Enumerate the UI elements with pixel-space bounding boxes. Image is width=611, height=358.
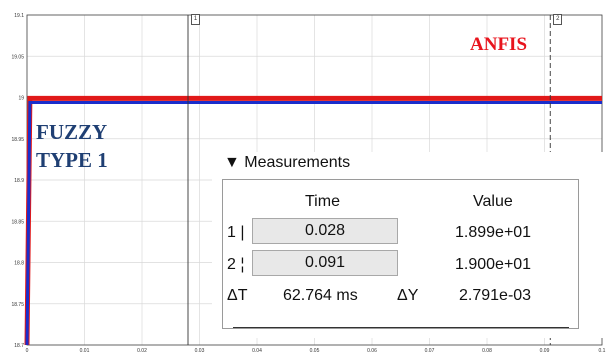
measurements-table: Time Value 1 | 0.028 1.899e+01 2 ¦ 0.091… bbox=[222, 179, 579, 329]
x-tick-label: 0.02 bbox=[137, 348, 147, 354]
delta-t-label: ΔT bbox=[227, 287, 248, 304]
y-tick-label: 18.7 bbox=[14, 343, 24, 349]
x-tick-label: 0.05 bbox=[310, 348, 320, 354]
x-tick-label: 0.04 bbox=[252, 348, 262, 354]
anfis-annotation: ANFIS bbox=[470, 34, 528, 55]
cursor-2-value: 1.900e+01 bbox=[455, 256, 532, 273]
series-lines bbox=[24, 95, 602, 346]
measurements-panel: ▼ Measurements Time Value 1 | 0.028 1.89… bbox=[212, 152, 610, 338]
cursor-1-time-field[interactable]: 0.028 bbox=[252, 218, 398, 244]
value-column-header: Value bbox=[473, 193, 513, 210]
cursor-2-time-field[interactable]: 0.091 bbox=[252, 250, 398, 276]
y-tick-label: 18.85 bbox=[11, 219, 24, 225]
fuzzy-annotation-line2: TYPE 1 bbox=[36, 148, 108, 172]
cursor-2-tag[interactable]: 2 bbox=[553, 14, 563, 25]
time-column-header: Time bbox=[305, 193, 340, 210]
measurements-header[interactable]: ▼ Measurements bbox=[224, 154, 351, 171]
x-tick-label: 0.01 bbox=[80, 348, 90, 354]
fuzzy-type1-annotation: FUZZY TYPE 1 bbox=[36, 118, 108, 174]
delta-y-value: 2.791e-03 bbox=[459, 287, 532, 304]
y-tick-label: 18.9 bbox=[14, 178, 24, 184]
y-tick-label: 19 bbox=[18, 96, 24, 102]
x-tick-label: 0.03 bbox=[195, 348, 205, 354]
delta-y-label: ΔY bbox=[397, 287, 419, 304]
y-tick-label: 18.95 bbox=[11, 137, 24, 143]
x-tick-label: 0 bbox=[26, 348, 29, 354]
x-tick-label: 0.08 bbox=[482, 348, 492, 354]
tick-labels: 0 0.01 0.02 0.03 0.04 0.05 0.06 0.07 0.08 0.09 0.1… bbox=[11, 13, 605, 354]
x-tick-label: 0.06 bbox=[367, 348, 377, 354]
delta-t-value: 62.764 ms bbox=[283, 287, 358, 304]
measurements-divider bbox=[233, 327, 569, 328]
x-tick-label: 0.09 bbox=[540, 348, 550, 354]
cursor-2-row-label: 2 ¦ bbox=[227, 256, 245, 273]
cursor-1-value: 1.899e+01 bbox=[455, 224, 532, 241]
y-tick-label: 19.05 bbox=[11, 54, 24, 60]
fuzzy-annotation-line1: FUZZY bbox=[36, 120, 108, 144]
series-line-fuzzy-type-1 bbox=[25, 100, 602, 346]
y-tick-label: 18.8 bbox=[14, 261, 24, 267]
x-tick-label: 0.07 bbox=[425, 348, 435, 354]
y-tick-label: 19.1 bbox=[14, 13, 24, 19]
cursor-1-row-label: 1 | bbox=[227, 224, 245, 241]
cursor-1-tag[interactable]: 1 bbox=[191, 14, 200, 25]
x-tick-label: 0.1 bbox=[599, 348, 606, 354]
y-tick-label: 18.75 bbox=[11, 302, 24, 308]
